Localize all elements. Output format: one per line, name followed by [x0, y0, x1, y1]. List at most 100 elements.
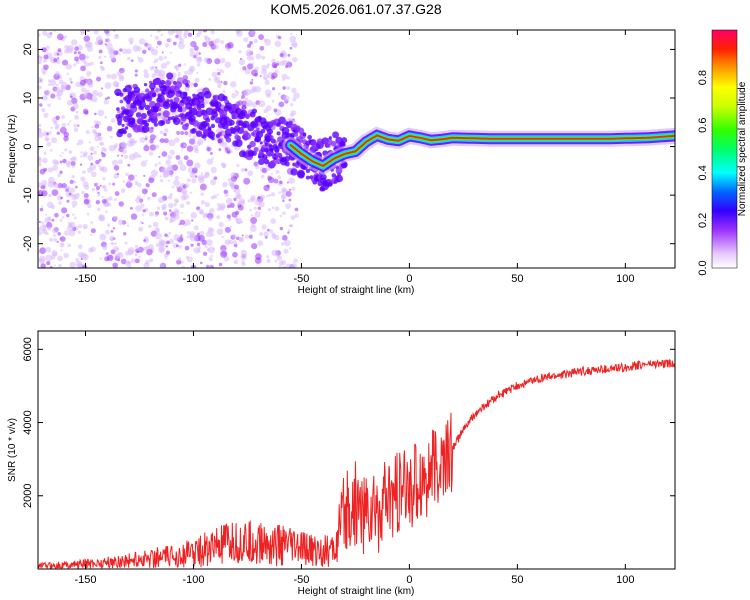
spectrogram-noise-cell	[193, 45, 199, 51]
spectrogram-noise-cell	[284, 239, 291, 247]
spectrogram-noise-cell	[155, 66, 158, 69]
spectrogram-noise-cell	[216, 193, 219, 196]
spectrogram-noise-cell	[99, 233, 107, 241]
spectrogram-noise-cell	[41, 221, 45, 225]
spectrogram-noise-cell	[138, 255, 141, 259]
spectrogram-noise-cell	[135, 205, 142, 212]
spectrogram-noise-cell	[220, 57, 226, 64]
spectrogram-noise-cell	[261, 55, 266, 60]
spectrogram-noise-cell	[250, 197, 255, 203]
spectrogram-noise-cell	[249, 225, 257, 233]
spectrogram-noise-cell	[186, 231, 191, 235]
spectrogram-noise-cell	[52, 165, 59, 171]
spectrogram-noise-cell	[223, 189, 229, 195]
spectrogram-noise-cell	[56, 240, 59, 244]
spectrogram-noise-cell	[287, 229, 291, 233]
spectrogram-noise-cell	[83, 92, 88, 98]
spectrogram-noise-cell	[257, 206, 262, 211]
spectrogram-noise-cell	[46, 222, 53, 229]
spectrogram-noise-cell	[80, 151, 83, 154]
spectrogram-noise-cell	[149, 258, 154, 263]
spectrogram-noise-cell	[191, 167, 198, 174]
spectrogram-noise-cell	[271, 249, 279, 257]
spectrogram-noise-cell	[149, 138, 154, 144]
spectrogram-noise-cell	[82, 223, 88, 229]
spectrogram-noise-cell	[202, 213, 208, 219]
spectrogram-noise-cell	[77, 230, 81, 234]
x-tick-label: 50	[511, 574, 523, 586]
spectrogram-noise-cell	[155, 87, 161, 93]
spectrogram-noise-cell	[167, 195, 173, 200]
spectrogram-noise-cell	[96, 145, 99, 148]
spectrogram-noise-cell	[49, 237, 54, 242]
spectrogram-noise-cell	[95, 133, 101, 138]
spectrogram-noise-cell	[198, 52, 201, 55]
spectrogram-noise-cell	[105, 252, 109, 256]
spectrogram-noise-cell	[251, 101, 257, 108]
spectrogram-noise-cell	[56, 131, 60, 135]
spectrogram-noise-cell	[125, 181, 133, 189]
spectrogram-noise-cell	[206, 231, 212, 238]
spectrogram-noise-cell	[97, 207, 101, 212]
spectrogram-noise-cell	[77, 124, 80, 127]
spectrogram-noise-cell	[118, 76, 125, 82]
spectrogram-energy-cell	[164, 80, 172, 87]
spectrogram-noise-cell	[286, 86, 291, 90]
spectrogram-noise-cell	[283, 95, 290, 102]
spectrogram-noise-cell	[234, 188, 241, 195]
spectrogram-noise-cell	[172, 243, 178, 249]
spectrogram-noise-cell	[65, 63, 72, 70]
spectrogram-energy-cell	[205, 117, 211, 123]
spectrogram-noise-cell	[271, 206, 275, 210]
spectrogram-energy-cell	[307, 134, 312, 140]
x-tick-label: 100	[616, 574, 634, 586]
spectrogram-noise-cell	[218, 81, 222, 85]
spectrogram-noise-cell	[48, 131, 52, 135]
spectrogram-noise-cell	[57, 214, 60, 217]
spectrogram-energy-cell	[259, 141, 263, 145]
spectrogram-noise-cell	[132, 177, 136, 180]
spectrogram-noise-cell	[268, 193, 271, 197]
spectrogram-noise-cell	[109, 53, 116, 60]
spectrogram-noise-cell	[106, 223, 111, 227]
spectrogram-noise-cell	[203, 57, 209, 63]
spectrogram-noise-cell	[281, 73, 288, 80]
spectrogram-energy-cell	[330, 140, 337, 147]
spectrogram-noise-cell	[285, 65, 289, 69]
spectrogram-noise-cell	[75, 110, 79, 114]
spectrogram-noise-cell	[63, 35, 67, 39]
spectrogram-noise-cell	[291, 265, 296, 268]
spectrogram-noise-cell	[174, 137, 180, 143]
spectrogram-noise-cell	[228, 218, 232, 222]
spectrogram-noise-cell	[99, 184, 102, 187]
spectrogram-noise-cell	[87, 46, 93, 52]
spectrogram-energy-cell	[121, 123, 125, 127]
spectrogram-noise-cell	[170, 174, 173, 178]
spectrogram-energy-cell	[160, 79, 166, 86]
spectrogram-noise-cell	[190, 40, 197, 48]
spectrogram-noise-cell	[141, 213, 144, 216]
spectrogram-energy-cell	[229, 119, 235, 126]
spectrogram-noise-cell	[238, 58, 246, 66]
spectrogram-noise-cell	[258, 232, 263, 236]
spectrogram-noise-cell	[184, 63, 187, 66]
spectrogram-noise-cell	[249, 208, 252, 212]
spectrogram-noise-cell	[43, 64, 49, 70]
spectrogram-energy-cell	[145, 88, 150, 93]
spectrogram-energy-cell	[276, 131, 281, 136]
spectrogram-noise-cell	[259, 196, 262, 199]
spectrogram-noise-cell	[197, 174, 205, 181]
spectrogram-noise-cell	[61, 207, 68, 214]
spectrogram-noise-cell	[71, 193, 75, 198]
spectrogram-noise-cell	[286, 60, 290, 63]
spectrogram-noise-cell	[289, 113, 294, 117]
spectrogram-noise-cell	[232, 234, 237, 239]
spectrogram-noise-cell	[102, 245, 108, 250]
spectrogram-noise-cell	[263, 108, 269, 114]
spectrogram-noise-cell	[274, 69, 279, 74]
spectrogram-noise-cell	[251, 78, 254, 81]
spectrogram-noise-cell	[241, 262, 246, 267]
spectrogram-noise-cell	[74, 216, 77, 220]
spectrogram-noise-cell	[259, 197, 263, 201]
spectrogram-noise-cell	[200, 172, 204, 175]
